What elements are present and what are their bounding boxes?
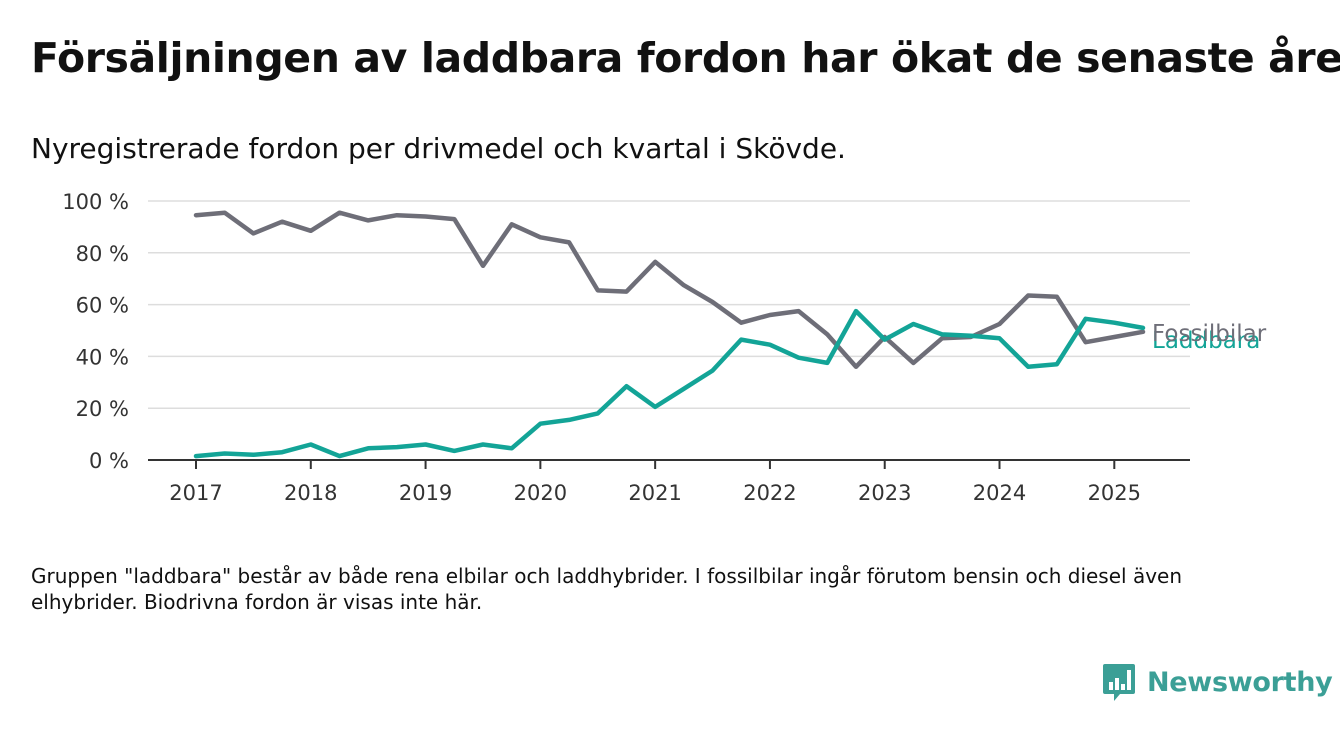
chart-subtitle: Nyregistrerade fordon per drivmedel och … <box>31 132 846 165</box>
x-tick-label: 2019 <box>399 481 452 505</box>
series-label-fossilbilar: Fossilbilar <box>1152 321 1267 347</box>
series-label-laddbara: Laddbara <box>1152 328 1260 354</box>
y-tick-label: 0 % <box>89 449 129 473</box>
y-tick-label: 40 % <box>76 345 129 369</box>
line-chart: 0 % 20 % 40 % 60 % 80 % 100 % 2017 2018 2019 202… <box>62 190 1267 505</box>
y-axis: 0 % 20 % 40 % 60 % 80 % 100 % <box>62 190 129 473</box>
brand-name: Newsworthy <box>1147 666 1333 698</box>
grid-lines <box>148 200 1190 409</box>
y-tick-label: 100 % <box>62 190 129 214</box>
series-line-laddbara <box>193 308 1146 459</box>
x-tick-label: 2025 <box>1088 481 1141 505</box>
x-axis: 2017 2018 2019 2020 2021 2022 2023 2024 2025 <box>148 459 1190 505</box>
x-tick-label: 2018 <box>284 481 337 505</box>
chart-title: Försäljningen av laddbara fordon har öka… <box>31 34 1340 82</box>
series-line-fossilbilar <box>193 210 1146 370</box>
series-lines <box>193 210 1146 459</box>
x-tick-label: 2023 <box>858 481 911 505</box>
x-tick-label: 2017 <box>169 481 222 505</box>
y-tick-label: 80 % <box>76 242 129 266</box>
x-tick-label: 2024 <box>973 481 1026 505</box>
x-tick-label: 2021 <box>628 481 681 505</box>
newsworthy-logo-icon <box>1103 664 1135 701</box>
newsworthy-logo[interactable]: Newsworthy <box>1102 662 1333 702</box>
y-tick-label: 20 % <box>76 397 129 421</box>
y-tick-label: 60 % <box>76 294 129 318</box>
x-tick-label: 2022 <box>743 481 796 505</box>
footnote: Gruppen "laddbara" består av både rena e… <box>31 564 1183 614</box>
x-tick-label: 2020 <box>514 481 567 505</box>
